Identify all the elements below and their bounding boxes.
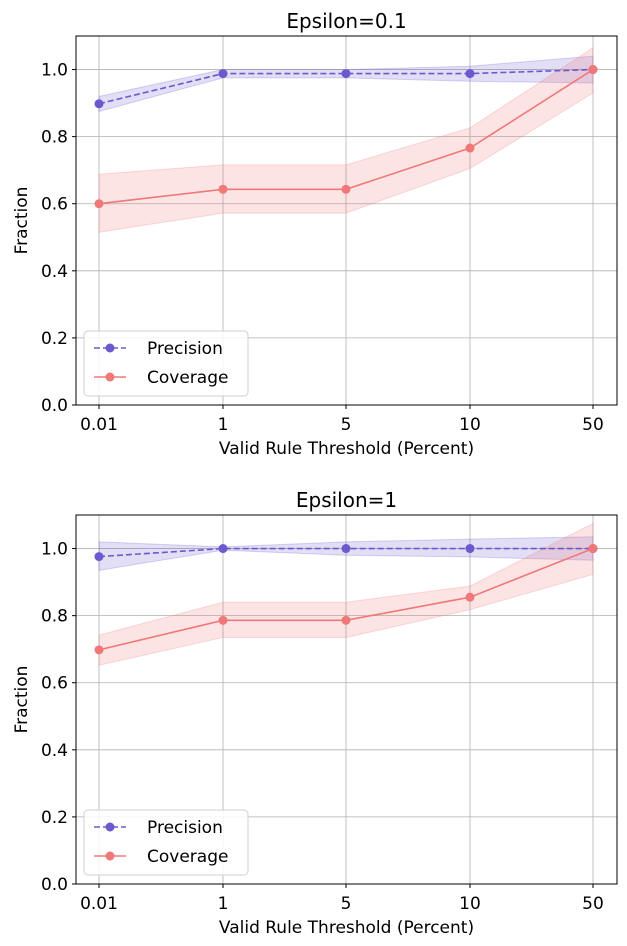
y-tick-label: 0.8 xyxy=(41,128,68,148)
data-point-coverage xyxy=(341,184,351,194)
legend-label-coverage: Coverage xyxy=(147,368,228,388)
x-axis-label: Valid Rule Threshold (Percent) xyxy=(219,918,474,938)
data-point-coverage xyxy=(341,615,351,625)
y-tick-label: 1.0 xyxy=(41,61,68,81)
y-tick-label: 0.6 xyxy=(41,195,68,215)
y-tick-label: 0.4 xyxy=(41,741,68,761)
series-line-precision xyxy=(98,68,594,105)
x-tick-label: 1 xyxy=(218,415,229,435)
legend: Precision Coverage xyxy=(83,330,249,397)
data-point-coverage xyxy=(465,143,475,153)
legend-marker-coverage xyxy=(105,851,115,861)
data-point-precision xyxy=(218,69,228,79)
y-tick-label: 0.6 xyxy=(41,674,68,694)
chart-title: Epsilon=0.1 xyxy=(286,9,406,33)
data-point-precision xyxy=(465,69,475,79)
data-point-precision xyxy=(465,544,475,554)
legend-marker-coverage xyxy=(105,372,115,382)
data-point-coverage xyxy=(94,645,104,655)
data-point-precision xyxy=(94,99,104,109)
data-point-coverage xyxy=(218,184,228,194)
legend-label-coverage: Coverage xyxy=(147,847,228,867)
y-tick-label: 0.0 xyxy=(41,396,68,416)
y-tick-label: 0.2 xyxy=(41,329,68,349)
y-axis-label: Fraction xyxy=(12,666,32,734)
data-point-coverage xyxy=(218,615,228,625)
data-point-coverage xyxy=(588,544,598,554)
y-tick-label: 1.0 xyxy=(41,540,68,560)
y-axis-label: Fraction xyxy=(12,187,32,255)
data-point-coverage xyxy=(588,65,598,75)
x-tick-label: 5 xyxy=(341,415,352,435)
data-point-precision xyxy=(94,552,104,562)
x-tick-label: 10 xyxy=(459,415,481,435)
chart-title: Epsilon=1 xyxy=(296,488,397,512)
chart-panel-2: 0.0 0.2 0.4 0.6 0.8 1.0 0.01 1 5 10 50 Epsilon=1 Val… xyxy=(12,488,618,938)
legend-marker-precision xyxy=(105,343,115,353)
x-tick-label: 50 xyxy=(582,894,604,914)
data-point-precision xyxy=(341,544,351,554)
y-tick-label: 0.0 xyxy=(41,875,68,895)
x-tick-label: 0.01 xyxy=(80,415,118,435)
chart-panel-1: 0.0 0.2 0.4 0.6 0.8 1.0 0.01 1 5 10 50 Epsilon=0.1 V… xyxy=(12,9,618,459)
data-point-coverage xyxy=(465,592,475,602)
legend-label-precision: Precision xyxy=(147,339,223,359)
confidence-band-coverage xyxy=(98,522,594,666)
legend-label-precision: Precision xyxy=(147,818,223,838)
y-tick-label: 0.8 xyxy=(41,607,68,627)
x-tick-label: 5 xyxy=(341,894,352,914)
data-point-coverage xyxy=(94,199,104,209)
x-tick-label: 10 xyxy=(459,894,481,914)
y-tick-label: 0.2 xyxy=(41,808,68,828)
x-tick-label: 0.01 xyxy=(80,894,118,914)
legend: Precision Coverage xyxy=(83,809,249,876)
x-tick-label: 1 xyxy=(218,894,229,914)
y-tick-label: 0.4 xyxy=(41,262,68,282)
x-tick-label: 50 xyxy=(582,415,604,435)
data-point-precision xyxy=(341,69,351,79)
data-point-precision xyxy=(218,544,228,554)
legend-marker-precision xyxy=(105,822,115,832)
x-axis-label: Valid Rule Threshold (Percent) xyxy=(219,439,474,459)
